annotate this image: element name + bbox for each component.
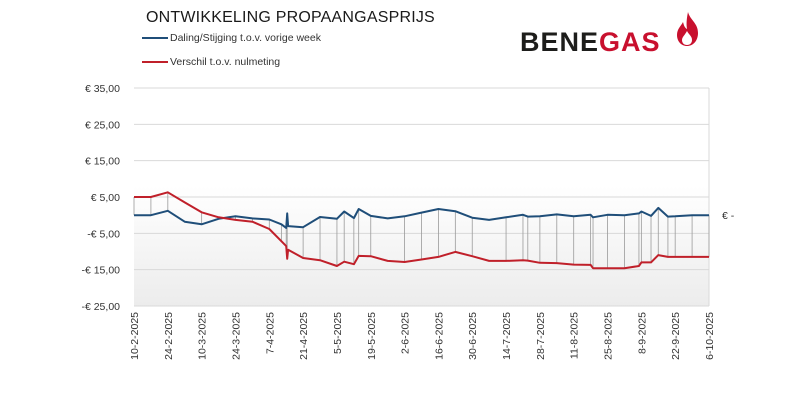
- y-tick-label-1: € 25,00: [85, 119, 120, 131]
- legend-swatch-blue: [142, 37, 168, 39]
- benegas-logo: BENEGAS: [520, 27, 661, 58]
- series-lines: [134, 191, 709, 270]
- right-zero-label: € -: [722, 210, 735, 222]
- x-tick-label-13: 11-8-2025: [569, 312, 581, 359]
- x-tick-label-7: 19-5-2025: [366, 312, 378, 360]
- x-tick-label-8: 2-6-2025: [400, 312, 412, 354]
- y-axis-ticks: € 35,00 € 25,00 € 15,00 € 5,00 -€ 5,00 -€ 15,…: [81, 83, 120, 313]
- x-tick-label-6: 5-5-2025: [332, 312, 344, 354]
- x-tick-label-1: 24-2-2025: [163, 312, 175, 360]
- y-tick-label-6: -€ 25,00: [81, 301, 120, 313]
- series-line-0: [134, 206, 709, 229]
- x-tick-label-4: 7-4-2025: [264, 312, 276, 354]
- x-tick-label-0: 10-2-2025: [129, 312, 141, 360]
- x-tick-label-5: 21-4-2025: [298, 312, 310, 360]
- y-tick-label-3: € 5,00: [91, 192, 120, 204]
- drop-lines: [133, 192, 710, 269]
- x-tick-label-9: 16-6-2025: [433, 312, 445, 360]
- logo-text-gas: GAS: [599, 27, 661, 57]
- x-tick-label-17: 6-10-2025: [704, 312, 716, 360]
- x-tick-label-10: 30-6-2025: [467, 312, 479, 360]
- y-tick-label-2: € 15,00: [85, 156, 120, 168]
- x-tick-label-3: 24-3-2025: [230, 312, 242, 360]
- x-tick-label-16: 22-9-2025: [670, 312, 682, 360]
- x-tick-label-14: 25-8-2025: [603, 312, 615, 360]
- x-tick-label-15: 8-9-2025: [636, 312, 648, 354]
- y-tick-label-0: € 35,00: [85, 83, 120, 95]
- legend-item-weekly-change: Daling/Stijging t.o.v. vorige week: [142, 32, 321, 44]
- legend-label-baseline-diff: Verschil t.o.v. nulmeting: [170, 56, 281, 68]
- legend-item-baseline-diff: Verschil t.o.v. nulmeting: [142, 56, 280, 68]
- x-tick-label-11: 14-7-2025: [501, 312, 513, 360]
- legend-label-weekly-change: Daling/Stijging t.o.v. vorige week: [170, 32, 321, 44]
- legend-swatch-red: [142, 61, 168, 63]
- series-line-1: [134, 191, 709, 270]
- y-tick-label-5: -€ 15,00: [81, 265, 120, 277]
- flame-icon: [677, 12, 698, 46]
- y-tick-label-4: -€ 5,00: [87, 228, 120, 240]
- x-tick-label-12: 28-7-2025: [535, 312, 547, 360]
- x-tick-label-2: 10-3-2025: [197, 312, 209, 360]
- x-axis-ticks: 10-2-2025 24-2-2025 10-3-2025 24-3-2025 7-4-…: [129, 312, 716, 360]
- logo-text-bene: BENE: [520, 27, 600, 57]
- chart-title: ONTWIKKELING PROPAANGASPRIJS: [146, 9, 435, 26]
